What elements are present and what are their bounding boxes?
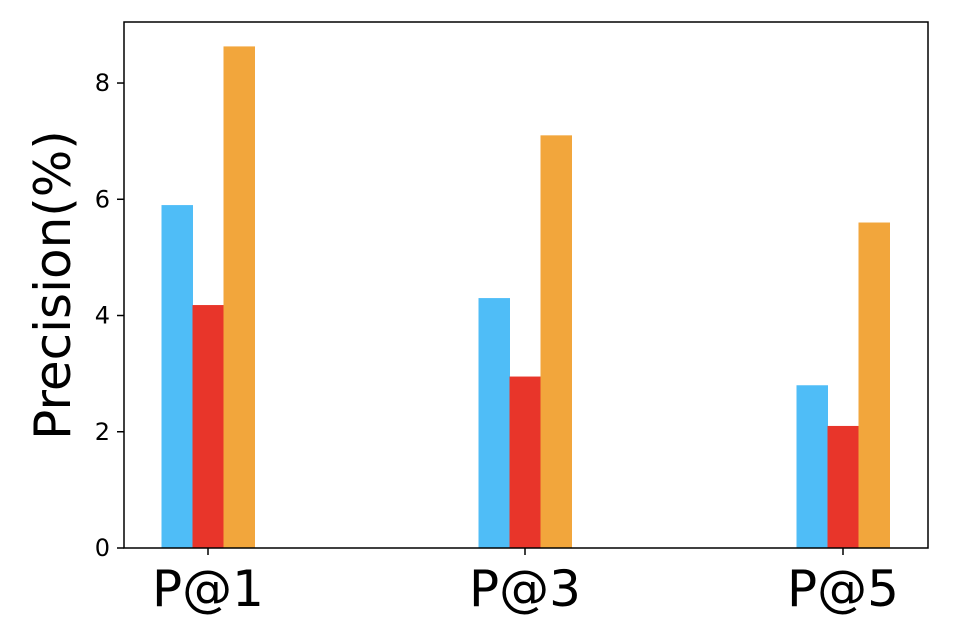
bar-series3-pat5 <box>858 222 890 548</box>
plot-frame <box>123 21 929 549</box>
bar-series2-pat1 <box>192 305 224 548</box>
x-tick-label: P@1 <box>152 560 264 618</box>
bars-layer <box>161 46 890 549</box>
bar-series1-pat3 <box>478 298 510 548</box>
x-tick-label: P@5 <box>787 560 899 618</box>
y-tick-label: 0 <box>95 534 110 562</box>
bar-series3-pat1 <box>223 46 255 549</box>
bar-series3-pat3 <box>540 135 572 548</box>
y-axis-ticks: 0 2 4 6 8 <box>95 69 124 562</box>
bar-series1-pat1 <box>161 205 193 548</box>
y-axis-label: Precision(%) <box>24 130 82 440</box>
bar-series2-pat3 <box>509 376 541 548</box>
bar-series1-pat5 <box>796 385 828 548</box>
x-tick-label: P@3 <box>469 560 581 618</box>
x-axis-ticks: P@1 P@3 P@5 <box>152 548 899 618</box>
y-tick-label: 6 <box>95 185 110 213</box>
y-tick-label: 4 <box>95 302 110 330</box>
y-tick-label: 8 <box>95 69 110 97</box>
y-tick-label: 2 <box>95 418 110 446</box>
bar-series2-pat5 <box>827 425 859 548</box>
